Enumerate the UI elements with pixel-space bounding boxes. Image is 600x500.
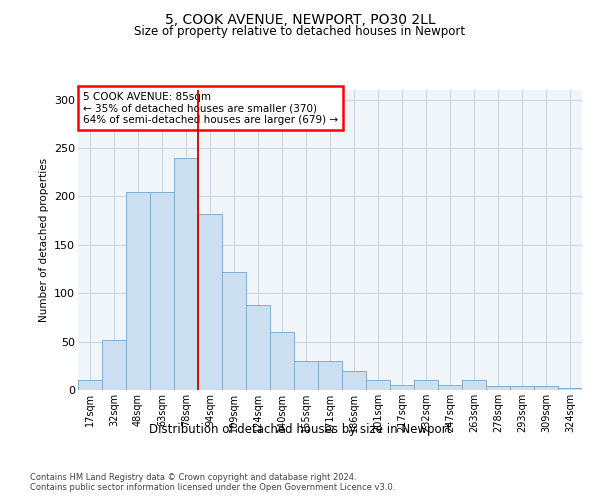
Bar xyxy=(270,332,294,390)
Bar xyxy=(150,192,174,390)
Bar xyxy=(414,380,438,390)
Text: Contains HM Land Registry data © Crown copyright and database right 2024.: Contains HM Land Registry data © Crown c… xyxy=(30,472,356,482)
Bar xyxy=(438,385,462,390)
Bar xyxy=(318,361,342,390)
Bar xyxy=(246,305,270,390)
Bar xyxy=(510,386,534,390)
Y-axis label: Number of detached properties: Number of detached properties xyxy=(38,158,49,322)
Bar xyxy=(222,272,246,390)
Bar xyxy=(126,192,150,390)
Text: 5, COOK AVENUE, NEWPORT, PO30 2LL: 5, COOK AVENUE, NEWPORT, PO30 2LL xyxy=(164,12,436,26)
Bar xyxy=(102,340,126,390)
Bar xyxy=(462,380,486,390)
Bar xyxy=(78,380,102,390)
Text: Contains public sector information licensed under the Open Government Licence v3: Contains public sector information licen… xyxy=(30,484,395,492)
Text: 5 COOK AVENUE: 85sqm
← 35% of detached houses are smaller (370)
64% of semi-deta: 5 COOK AVENUE: 85sqm ← 35% of detached h… xyxy=(83,92,338,124)
Bar xyxy=(558,388,582,390)
Bar xyxy=(390,385,414,390)
Text: Distribution of detached houses by size in Newport: Distribution of detached houses by size … xyxy=(149,422,451,436)
Text: Size of property relative to detached houses in Newport: Size of property relative to detached ho… xyxy=(134,25,466,38)
Bar xyxy=(174,158,198,390)
Bar xyxy=(342,370,366,390)
Bar xyxy=(198,214,222,390)
Bar xyxy=(294,361,318,390)
Bar xyxy=(486,386,510,390)
Bar xyxy=(366,380,390,390)
Bar xyxy=(534,386,558,390)
